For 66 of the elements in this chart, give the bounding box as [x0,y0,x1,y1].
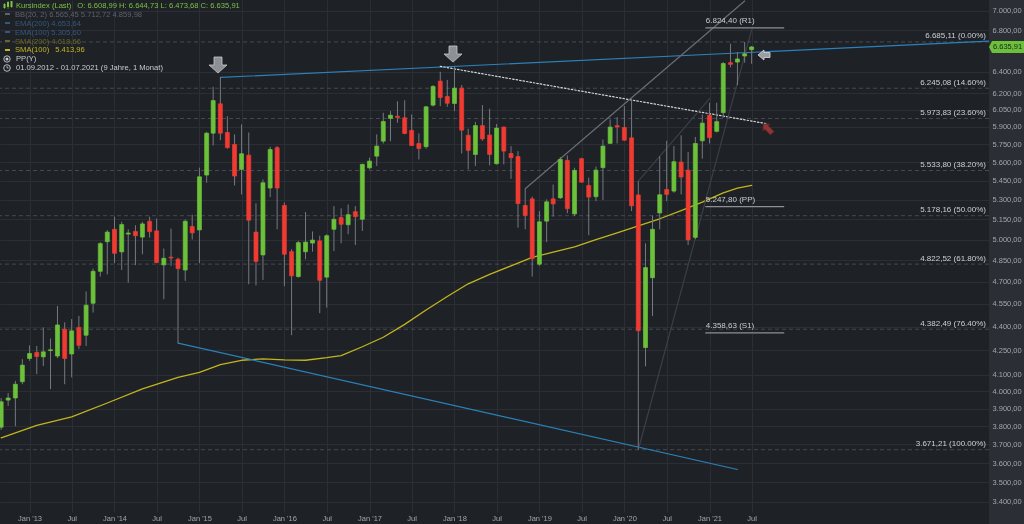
candlestick [310,230,315,253]
candlestick [465,128,471,170]
candlestick [69,318,75,378]
candlestick [175,257,181,344]
candlestick [487,108,492,166]
candlestick [140,221,145,255]
candlestick [225,115,230,150]
candlestick [707,102,712,144]
candlestick [40,326,46,367]
candlestick [614,116,620,144]
candlestick [600,138,606,201]
candlestick [714,102,720,133]
candlestick [728,43,733,68]
candlestick [13,380,18,427]
ref-line-label: 6.245,08 (14.60%) [920,77,987,87]
candlestick [19,358,25,385]
candlestick [437,71,443,107]
ref-line-label: 3.671,21 (100.00%) [915,439,987,449]
ref-line-label: 5.973,83 (23.60%) [920,107,987,117]
candlestick [480,104,485,142]
candlestick [168,228,174,267]
candlestick [104,229,110,275]
candlestick [5,392,11,407]
candlestick [338,207,344,244]
candlestick [742,41,748,64]
candlestick [409,113,415,147]
candlestick [402,99,408,135]
ref-line-label: 5.533,80 (38.20%) [920,160,987,170]
candlestick [607,118,613,144]
candlestick [125,228,131,284]
candlestick [331,205,337,252]
annotation: 4.358,63 (S1) [705,320,755,330]
candlestick [657,155,663,230]
ref-line-label: 6.685,11 (0.00%) [925,31,987,41]
candlestick [189,214,195,241]
candlestick [664,140,670,202]
candlestick [444,79,450,108]
candlestick [452,65,457,112]
candlestick [579,157,584,184]
ref-line-label: 4.382,49 (76.40%) [920,318,987,328]
candlestick [416,132,422,160]
candlestick [374,133,380,167]
candlestick [586,177,592,236]
annotation: 6.824,40 (R1) [705,15,756,25]
candlestick [147,216,152,239]
candlestick [735,51,740,86]
candlestick [395,100,400,124]
annotation: 5.247,80 (PP) [705,194,756,204]
candlestick [76,315,82,350]
candlestick [380,112,386,144]
candlestick [550,184,556,218]
candlestick [239,123,244,195]
ref-line-label: 5.178,16 (50.00%) [920,205,987,215]
candlestick [622,105,627,142]
candlestick [544,198,549,243]
candlestick [345,203,351,235]
candlestick [48,338,53,390]
candlestick [161,248,167,300]
candlestick [352,205,358,246]
candlestick [303,211,308,260]
candlestick [34,345,40,375]
line-series [0,184,753,439]
candlestick [699,113,705,160]
candlestick [133,224,138,266]
ref-line-label: 4.822,52 (61.80%) [920,253,987,263]
candlestick [388,110,393,142]
